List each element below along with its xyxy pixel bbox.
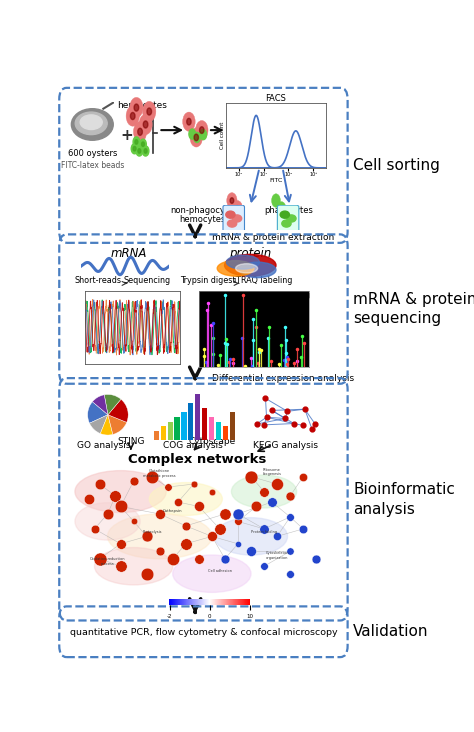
- Circle shape: [194, 132, 201, 143]
- Text: Bioinformatic
analysis: Bioinformatic analysis: [353, 482, 455, 517]
- Text: GO analysis: GO analysis: [77, 441, 130, 449]
- Text: Differential expression analysis: Differential expression analysis: [212, 374, 354, 383]
- Circle shape: [143, 101, 156, 122]
- Circle shape: [200, 127, 204, 133]
- Text: Sequencing: Sequencing: [124, 277, 171, 285]
- Circle shape: [272, 194, 281, 207]
- Text: COG analysis: COG analysis: [164, 441, 223, 449]
- Circle shape: [194, 134, 199, 141]
- Text: Complex networks: Complex networks: [128, 453, 266, 466]
- Circle shape: [187, 119, 191, 125]
- Circle shape: [227, 193, 237, 209]
- Circle shape: [138, 149, 141, 153]
- Text: mRNA: mRNA: [111, 247, 147, 260]
- Circle shape: [130, 97, 143, 118]
- Circle shape: [139, 114, 152, 135]
- Text: mRNA & protein extraction: mRNA & protein extraction: [212, 233, 334, 242]
- Text: Cell sorting: Cell sorting: [353, 158, 440, 173]
- Text: phagocytes: phagocytes: [264, 206, 313, 215]
- Circle shape: [135, 140, 138, 144]
- Text: protein: protein: [229, 247, 272, 260]
- Text: KEGG analysis: KEGG analysis: [253, 441, 318, 449]
- Text: iTRAQ labeling: iTRAQ labeling: [234, 277, 292, 285]
- Circle shape: [236, 206, 239, 212]
- Circle shape: [133, 146, 136, 151]
- Text: mRNA & protein
sequencing: mRNA & protein sequencing: [353, 291, 474, 326]
- Circle shape: [196, 121, 208, 140]
- Circle shape: [142, 142, 145, 146]
- Circle shape: [133, 137, 140, 147]
- Circle shape: [138, 128, 142, 135]
- Text: +: +: [121, 127, 134, 143]
- Circle shape: [143, 121, 148, 128]
- Circle shape: [190, 128, 202, 147]
- Circle shape: [130, 113, 135, 119]
- Circle shape: [134, 104, 139, 111]
- Text: non-phagocytic: non-phagocytic: [170, 206, 235, 215]
- Text: TripleTOF 5600: TripleTOF 5600: [254, 292, 311, 301]
- Circle shape: [200, 130, 207, 140]
- Circle shape: [126, 106, 139, 126]
- Circle shape: [277, 202, 286, 215]
- Text: SOLiD 4: SOLiD 4: [87, 292, 120, 301]
- Circle shape: [134, 122, 146, 142]
- Circle shape: [182, 112, 195, 131]
- Text: Short-reads: Short-reads: [74, 277, 121, 285]
- Text: quantitative PCR, flow cytometry & confocal microscopy: quantitative PCR, flow cytometry & confo…: [70, 628, 337, 637]
- Circle shape: [189, 129, 196, 139]
- Text: hemocytes: hemocytes: [117, 100, 167, 110]
- Text: Trypsin digest: Trypsin digest: [180, 277, 236, 285]
- Text: 600 oysters: 600 oysters: [68, 149, 117, 157]
- Circle shape: [232, 201, 243, 217]
- Circle shape: [147, 108, 152, 115]
- Text: hemocytes: hemocytes: [179, 214, 226, 224]
- Circle shape: [144, 149, 147, 153]
- Circle shape: [230, 198, 234, 203]
- Text: FITC-latex beads: FITC-latex beads: [61, 161, 124, 170]
- Circle shape: [131, 143, 138, 154]
- Text: STING: STING: [117, 437, 145, 446]
- Text: Validation: Validation: [353, 624, 428, 639]
- Circle shape: [140, 139, 146, 149]
- Text: Cytoscape: Cytoscape: [188, 437, 235, 446]
- Circle shape: [136, 146, 143, 156]
- Circle shape: [142, 146, 149, 156]
